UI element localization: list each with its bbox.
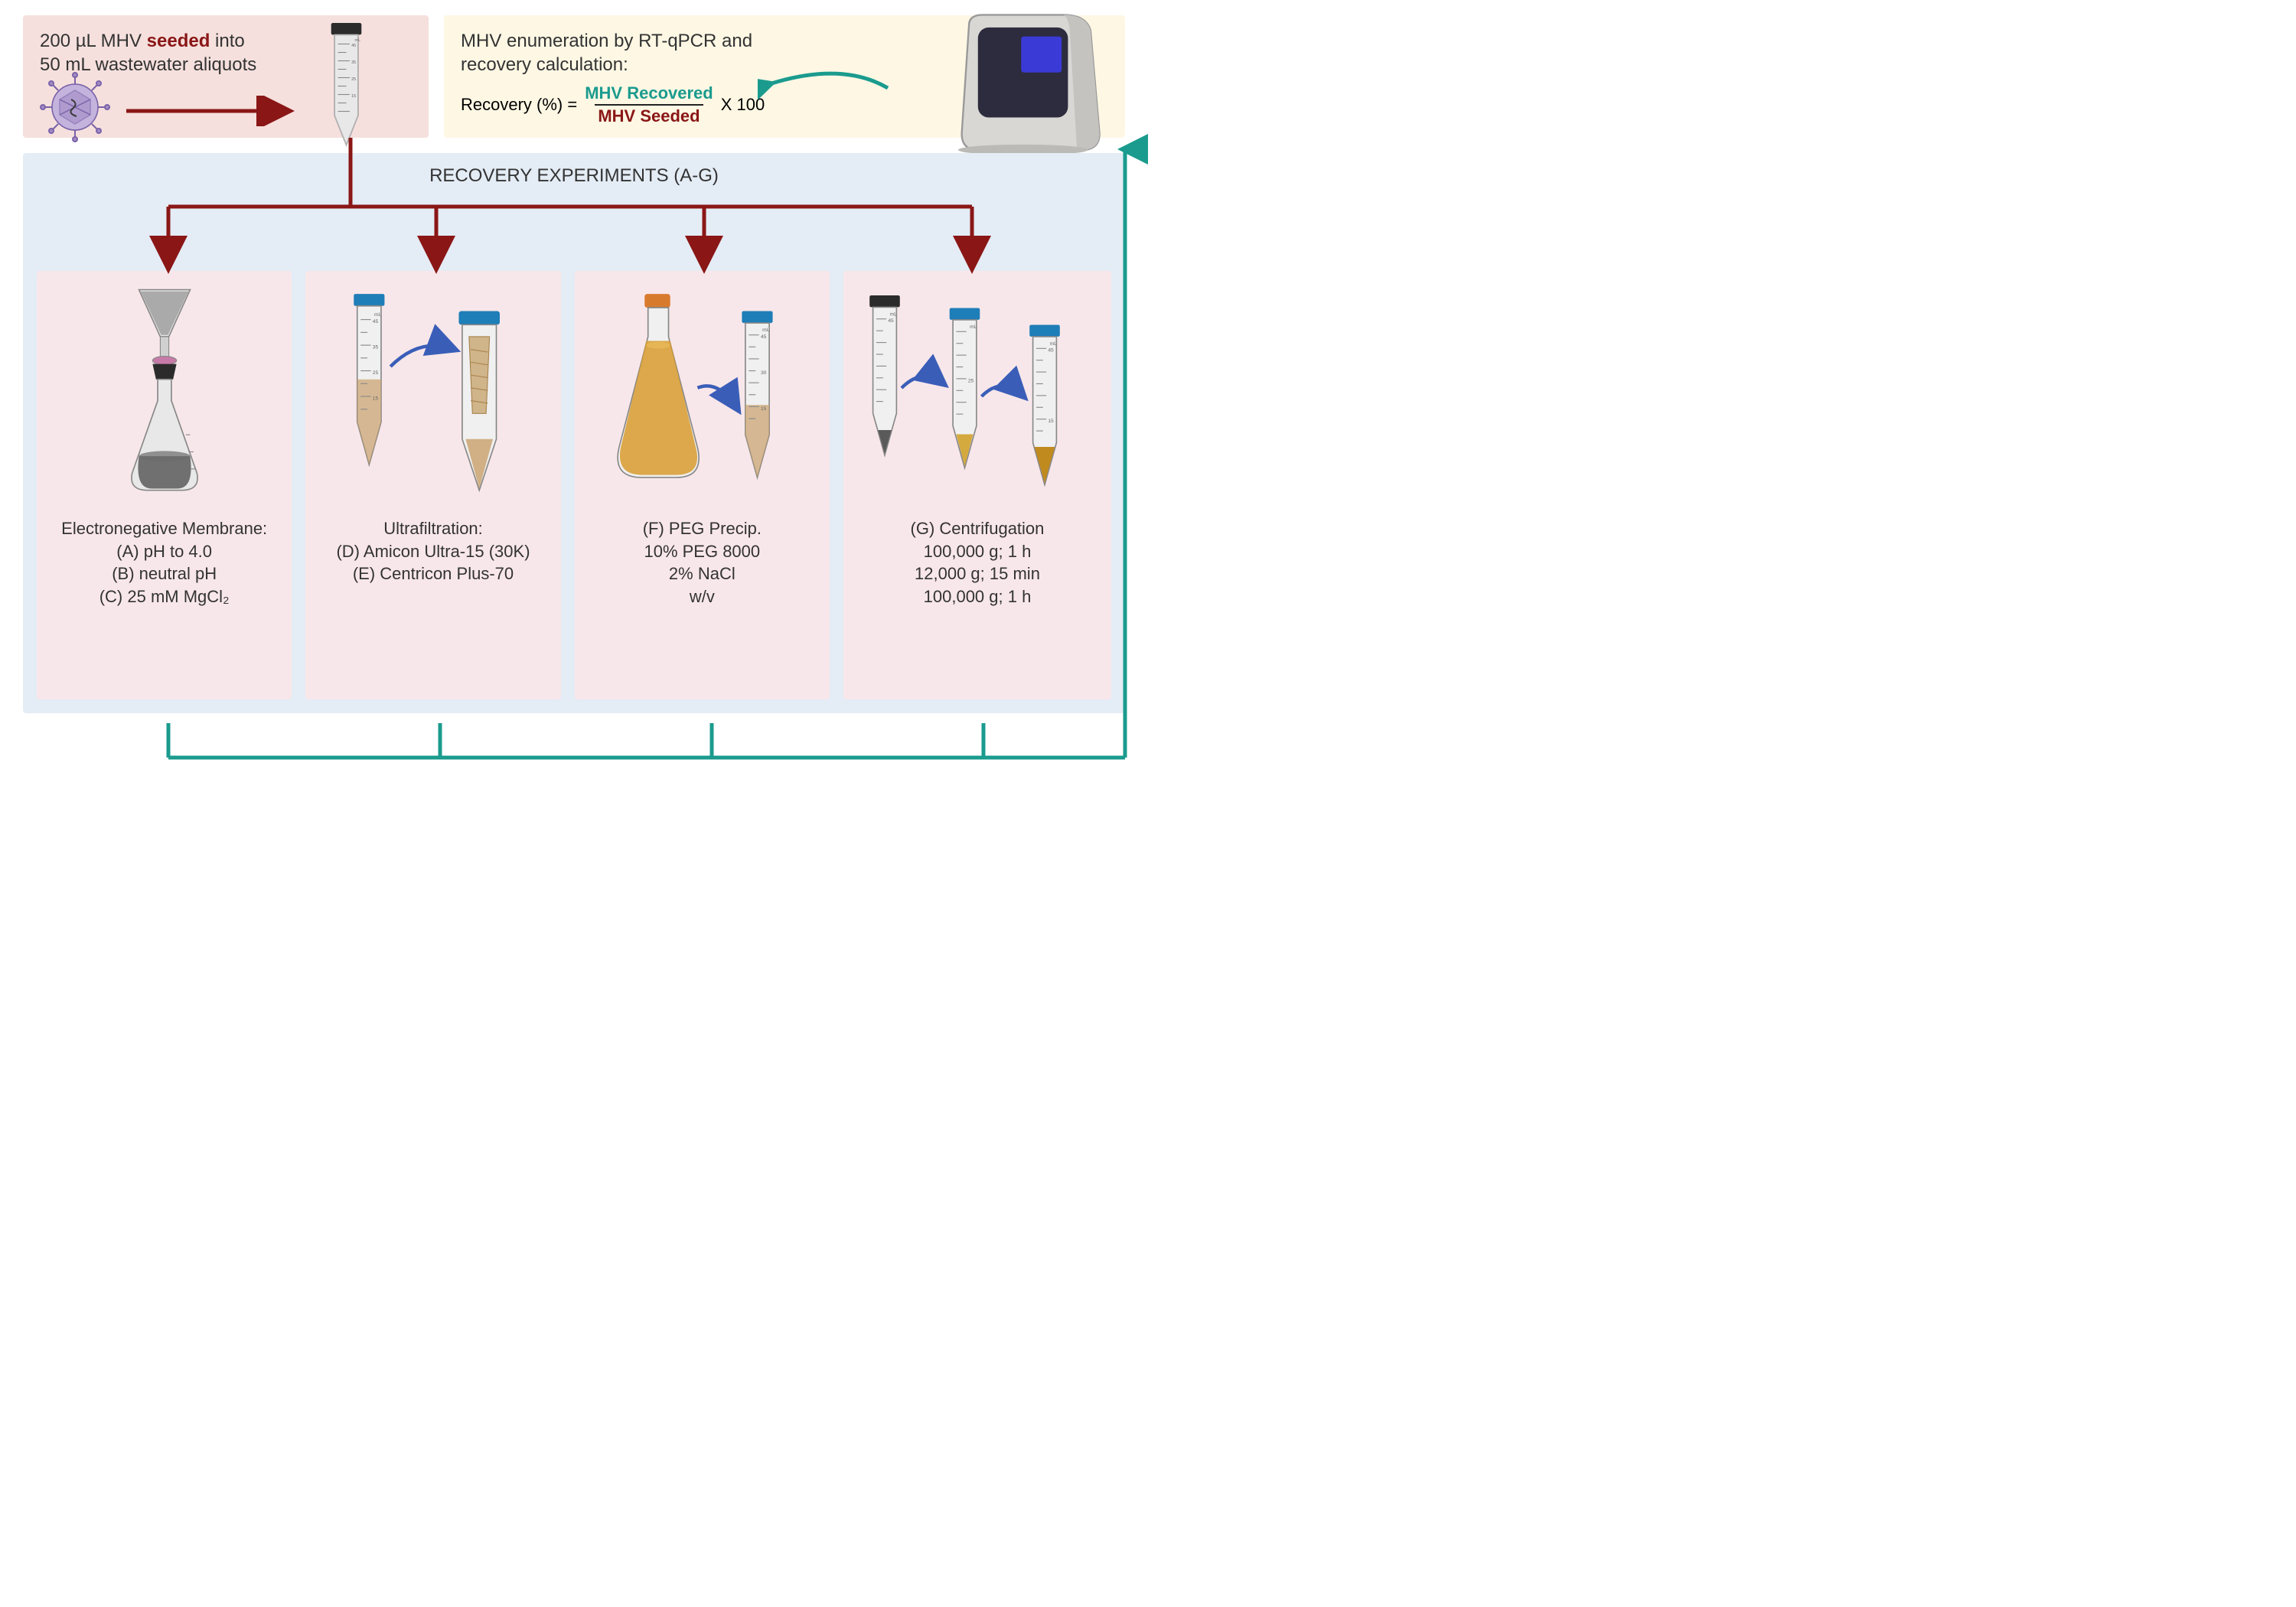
membrane-icon [44, 282, 284, 511]
experiments-panel: RECOVERY EXPERIMENTS (A-G) [23, 153, 1125, 713]
method-label-centrifugation: (G) Centrifugation 100,000 g; 1 h 12,000… [851, 517, 1104, 608]
seed-text-pre: 200 µL MHV [40, 31, 147, 51]
method-line-0-1: (B) neutral pH [112, 564, 217, 583]
svg-text:mL: mL [763, 328, 771, 333]
top-row: 200 µL MHV seeded into 50 mL wastewater … [0, 0, 1148, 145]
svg-text:25: 25 [968, 378, 974, 383]
method-line-0-0: (A) pH to 4.0 [116, 542, 212, 561]
svg-text:mL: mL [355, 38, 361, 43]
formula-bot: MHV Seeded [595, 104, 703, 125]
svg-text:35: 35 [373, 345, 379, 350]
method-line-0-2: (C) 25 mM MgCl₂ [99, 587, 230, 606]
svg-text:15: 15 [373, 396, 379, 401]
method-line-1-1: (E) Centricon Plus-70 [353, 564, 514, 583]
method-label-membrane: Electronegative Membrane: (A) pH to 4.0 … [44, 517, 284, 608]
seed-panel: 200 µL MHV seeded into 50 mL wastewater … [23, 15, 429, 138]
teal-curved-arrow-icon [758, 57, 895, 103]
qpcr-machine-icon [938, 8, 1117, 161]
svg-text:45: 45 [761, 334, 767, 340]
method-line-3-2: 100,000 g; 1 h [924, 587, 1032, 606]
peg-icon: mL 45 30 15 [582, 282, 822, 511]
method-card-ultrafiltration: mL 45 35 25 15 [305, 271, 560, 699]
svg-text:mL: mL [970, 324, 977, 330]
method-line-2-2: w/v [690, 587, 715, 606]
method-line-2-0: 10% PEG 8000 [644, 542, 760, 561]
svg-text:45: 45 [373, 319, 379, 324]
svg-text:mL: mL [1050, 341, 1057, 347]
svg-text:45: 45 [1048, 348, 1054, 354]
method-label-peg: (F) PEG Precip. 10% PEG 8000 2% NaCl w/v [582, 517, 822, 608]
ultrafiltration-icon: mL 45 35 25 15 [313, 282, 553, 511]
method-line-3-1: 12,000 g; 15 min [915, 564, 1040, 583]
svg-text:15: 15 [351, 94, 356, 99]
method-line-2-1: 2% NaCl [669, 564, 735, 583]
formula-lhs: Recovery (%) = [461, 95, 577, 115]
methods-row: Electronegative Membrane: (A) pH to 4.0 … [37, 271, 1111, 699]
seed-arrow-icon [122, 96, 298, 126]
svg-text:25: 25 [351, 77, 356, 82]
svg-text:35: 35 [351, 60, 356, 65]
branch-arrows-icon [23, 153, 1125, 275]
method-card-centrifugation: mL 45 mL [843, 271, 1111, 699]
enum-title: MHV enumeration by RT-qPCR and recovery … [461, 29, 782, 77]
method-title-2: (F) PEG Precip. [643, 519, 762, 538]
svg-text:25: 25 [373, 370, 379, 376]
method-title-3: (G) Centrifugation [911, 519, 1045, 538]
svg-text:30: 30 [761, 370, 767, 376]
method-title-1: Ultrafiltration: [383, 519, 483, 538]
seed-text-seeded: seeded [147, 31, 210, 51]
method-line-3-0: 100,000 g; 1 h [924, 542, 1032, 561]
recovery-formula: Recovery (%) = MHV Recovered MHV Seeded … [461, 84, 765, 125]
svg-text:45: 45 [888, 318, 894, 324]
method-card-membrane: Electronegative Membrane: (A) pH to 4.0 … [37, 271, 292, 699]
svg-text:15: 15 [1048, 419, 1054, 424]
tube-icon: mL 45 35 25 15 [314, 23, 379, 149]
method-line-1-0: (D) Amicon Ultra-15 (30K) [336, 542, 530, 561]
svg-text:mL: mL [374, 312, 382, 318]
svg-text:mL: mL [890, 311, 897, 317]
formula-top: MHV Recovered [582, 84, 716, 104]
method-title-0: Electronegative Membrane: [61, 519, 267, 538]
centrifugation-icon: mL 45 mL [851, 282, 1104, 511]
method-card-peg: mL 45 30 15 (F) PEG Precip. 10% PEG 8000… [575, 271, 830, 699]
svg-text:45: 45 [351, 44, 356, 48]
enum-panel: MHV enumeration by RT-qPCR and recovery … [444, 15, 1125, 138]
method-label-ultrafiltration: Ultrafiltration: (D) Amicon Ultra-15 (30… [313, 517, 553, 585]
formula-fraction: MHV Recovered MHV Seeded [582, 84, 716, 125]
virus-icon [37, 69, 113, 145]
svg-text:15: 15 [761, 406, 767, 412]
